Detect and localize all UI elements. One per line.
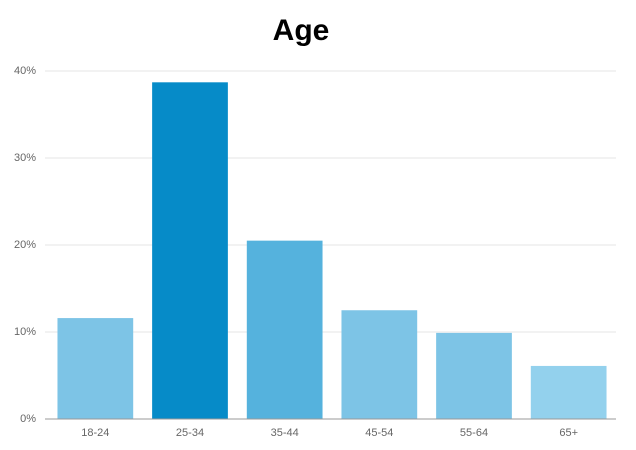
y-tick-label: 20% — [14, 239, 36, 251]
bar — [530, 365, 607, 419]
bar — [341, 310, 418, 419]
y-tick-label: 0% — [20, 413, 36, 425]
y-tick-label: 30% — [14, 152, 36, 164]
x-tick-label: 35-44 — [271, 427, 299, 439]
y-tick-label: 40% — [14, 65, 36, 77]
bar — [246, 240, 323, 419]
y-tick-label: 10% — [14, 326, 36, 338]
x-tick-label: 25-34 — [176, 427, 204, 439]
x-tick-label: 18-24 — [81, 427, 109, 439]
x-tick-label: 45-54 — [365, 427, 393, 439]
bar — [152, 82, 228, 419]
x-tick-label: 65+ — [559, 427, 578, 439]
chart-title: Age — [273, 14, 330, 47]
bar — [57, 318, 134, 419]
bar — [436, 332, 512, 419]
x-tick-label: 55-64 — [460, 427, 488, 439]
